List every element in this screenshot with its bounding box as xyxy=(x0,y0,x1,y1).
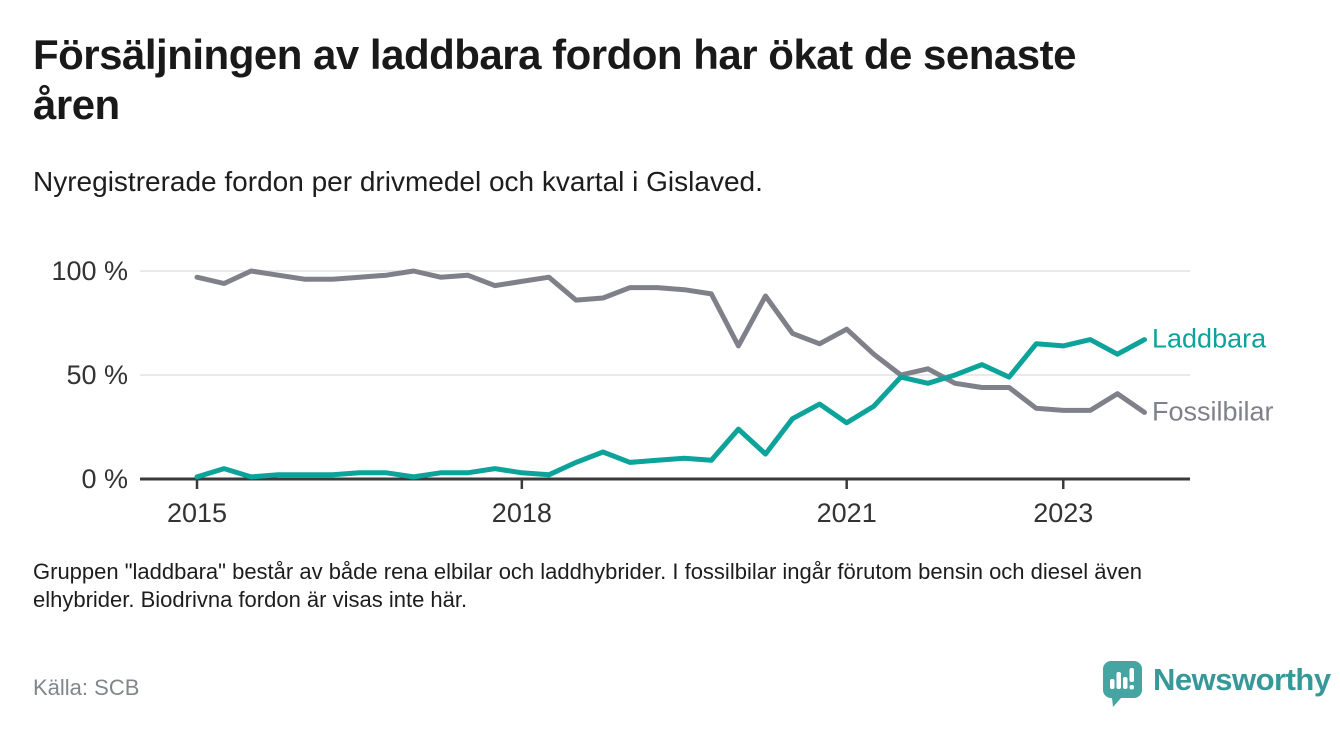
exclamation-bar xyxy=(1129,668,1134,682)
trend-chart: 2015 2018 2021 2023 100 % 50 % 0 % Fossilbilar L… xyxy=(51,256,1274,528)
newsworthy-wordmark: Newsworthy xyxy=(1153,662,1331,697)
x-tick-label-2015: 2015 xyxy=(167,498,227,528)
y-tick-label-100: 100 % xyxy=(51,256,128,286)
series-label-fossilbilar: Fossilbilar xyxy=(1152,396,1274,426)
chart-subtitle: Nyregistrerade fordon per drivmedel och … xyxy=(33,166,763,197)
page-title: Försäljningen av laddbara fordon har öka… xyxy=(33,30,1283,129)
title-line-2: åren xyxy=(33,80,120,128)
x-tick-label-2023: 2023 xyxy=(1033,498,1093,528)
title-line-1: Försäljningen av laddbara fordon har öka… xyxy=(33,31,1076,78)
bar-3 xyxy=(1123,677,1128,689)
exclamation-dot xyxy=(1129,685,1134,690)
x-tick-label-2021: 2021 xyxy=(817,498,877,528)
y-tick-label-50: 50 % xyxy=(66,360,128,390)
source-label: Källa: SCB xyxy=(33,675,140,700)
newsworthy-icon xyxy=(1103,661,1142,707)
series-line-laddbara xyxy=(194,337,1147,480)
footnote: Gruppen "laddbara" består av både rena e… xyxy=(33,559,1142,612)
bar-1 xyxy=(1110,679,1115,689)
series-label-laddbara: Laddbara xyxy=(1152,324,1267,354)
newsworthy-logo: Newsworthy xyxy=(1102,660,1331,708)
speech-bubble-shape xyxy=(1103,661,1142,707)
bar-2 xyxy=(1116,672,1121,689)
y-tick-label-0: 0 % xyxy=(81,464,128,494)
x-tick-label-2018: 2018 xyxy=(492,498,552,528)
series-line-fossilbilar xyxy=(194,268,1147,415)
